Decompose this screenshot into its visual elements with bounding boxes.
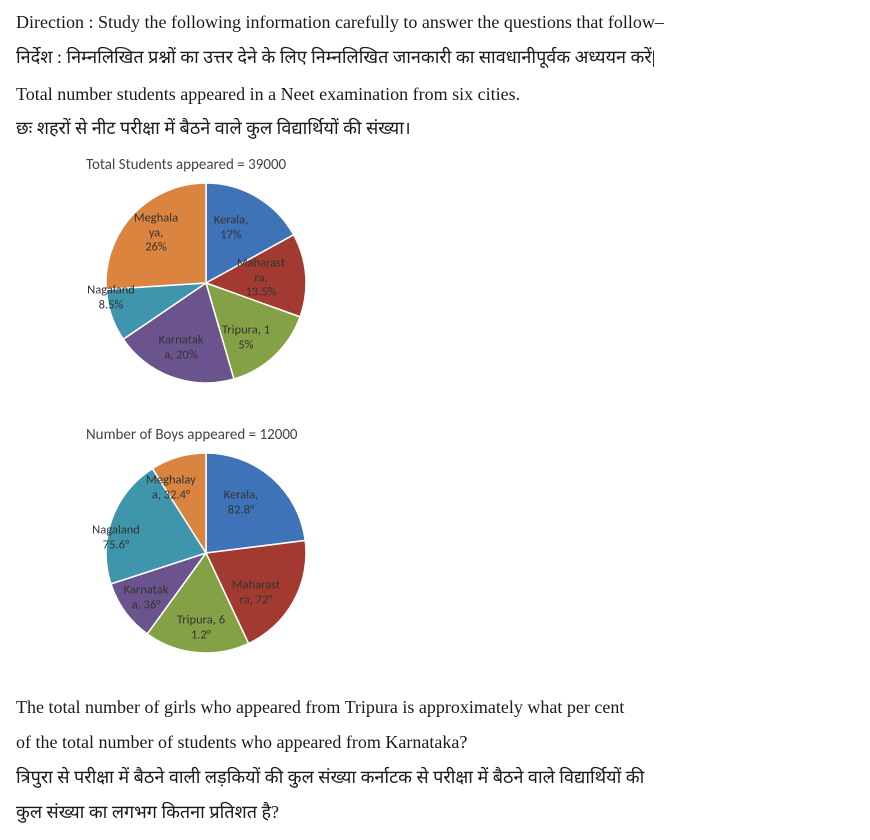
question-english-line1: The total number of girls who appeared f… xyxy=(16,693,854,722)
pie-slice-kerala xyxy=(206,453,305,553)
question-english-line2: of the total number of students who appe… xyxy=(16,728,854,757)
pie-slice-meghalaya xyxy=(106,183,206,289)
intro-english: Total number students appeared in a Neet… xyxy=(16,80,854,109)
chart2-title: Number of Boys appeared = 12000 xyxy=(86,423,854,447)
chart1-title: Total Students appeared = 39000 xyxy=(86,153,854,177)
intro-hindi: छः शहरों से नीट परीक्षा में बैठने वाले क… xyxy=(16,114,854,143)
question-hindi-line2: कुल संख्या का लगभग कितना प्रतिशत है? xyxy=(16,798,854,827)
question-hindi-line1: त्रिपुरा से परीक्षा में बैठने वाली लड़कि… xyxy=(16,763,854,792)
direction-english: Direction : Study the following informat… xyxy=(16,8,854,37)
chart-total-students: Total Students appeared = 39000 Kerala, … xyxy=(66,153,854,413)
pie-chart-1: Kerala, 17%Maharast ra, 13.5%Tripura, 1 … xyxy=(66,183,356,413)
direction-hindi: निर्देश : निम्नलिखित प्रश्नों का उत्तर द… xyxy=(16,43,854,72)
pie-chart-2: Kerala, 82.8°Maharast ra, 72°Tripura, 6 … xyxy=(66,453,356,683)
chart-boys: Number of Boys appeared = 12000 Kerala, … xyxy=(66,423,854,683)
